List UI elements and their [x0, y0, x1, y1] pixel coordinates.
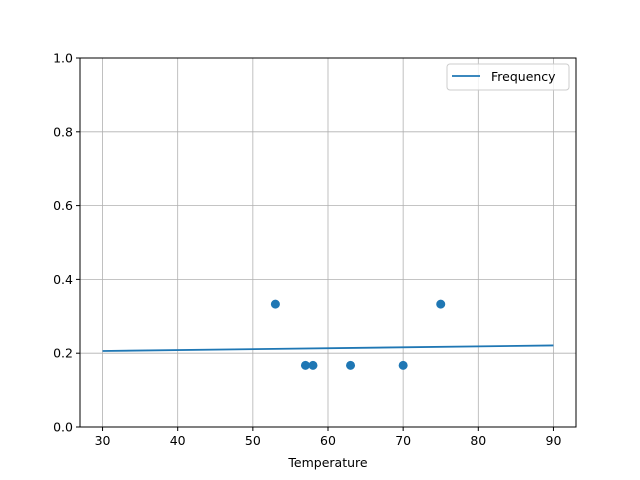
plot-marks — [102, 299, 554, 370]
x-tick-label: 60 — [320, 433, 336, 448]
legend-label: Frequency — [491, 69, 556, 84]
x-axis-label: Temperature — [287, 455, 367, 470]
x-tick-label: 70 — [395, 433, 411, 448]
y-tick-label: 0.4 — [53, 272, 73, 287]
series-line-frequency — [102, 344, 554, 352]
ticks: 30 40 50 60 70 80 90 0.0 0.2 0.4 0.6 0.8 1.0 — [53, 51, 561, 449]
x-tick-label: 30 — [95, 433, 111, 448]
legend-box — [446, 63, 570, 91]
legend: Frequency — [446, 63, 570, 91]
y-tick-label: 0.0 — [53, 420, 73, 435]
scatter-point — [346, 360, 356, 370]
x-tick-label: 90 — [546, 433, 562, 448]
x-tick-label: 80 — [470, 433, 486, 448]
scatter-point — [270, 299, 280, 309]
y-tick-label: 0.8 — [53, 124, 73, 139]
scatter-point — [436, 299, 446, 309]
y-tick-label: 0.2 — [53, 346, 73, 361]
scatter-point — [308, 360, 318, 370]
y-tick-label: 0.6 — [53, 198, 73, 213]
x-tick-label: 50 — [245, 433, 261, 448]
scatter-point — [398, 360, 408, 370]
scatter-point — [300, 360, 310, 370]
y-tick-label: 1.0 — [53, 51, 73, 66]
x-tick-label: 40 — [170, 433, 186, 448]
